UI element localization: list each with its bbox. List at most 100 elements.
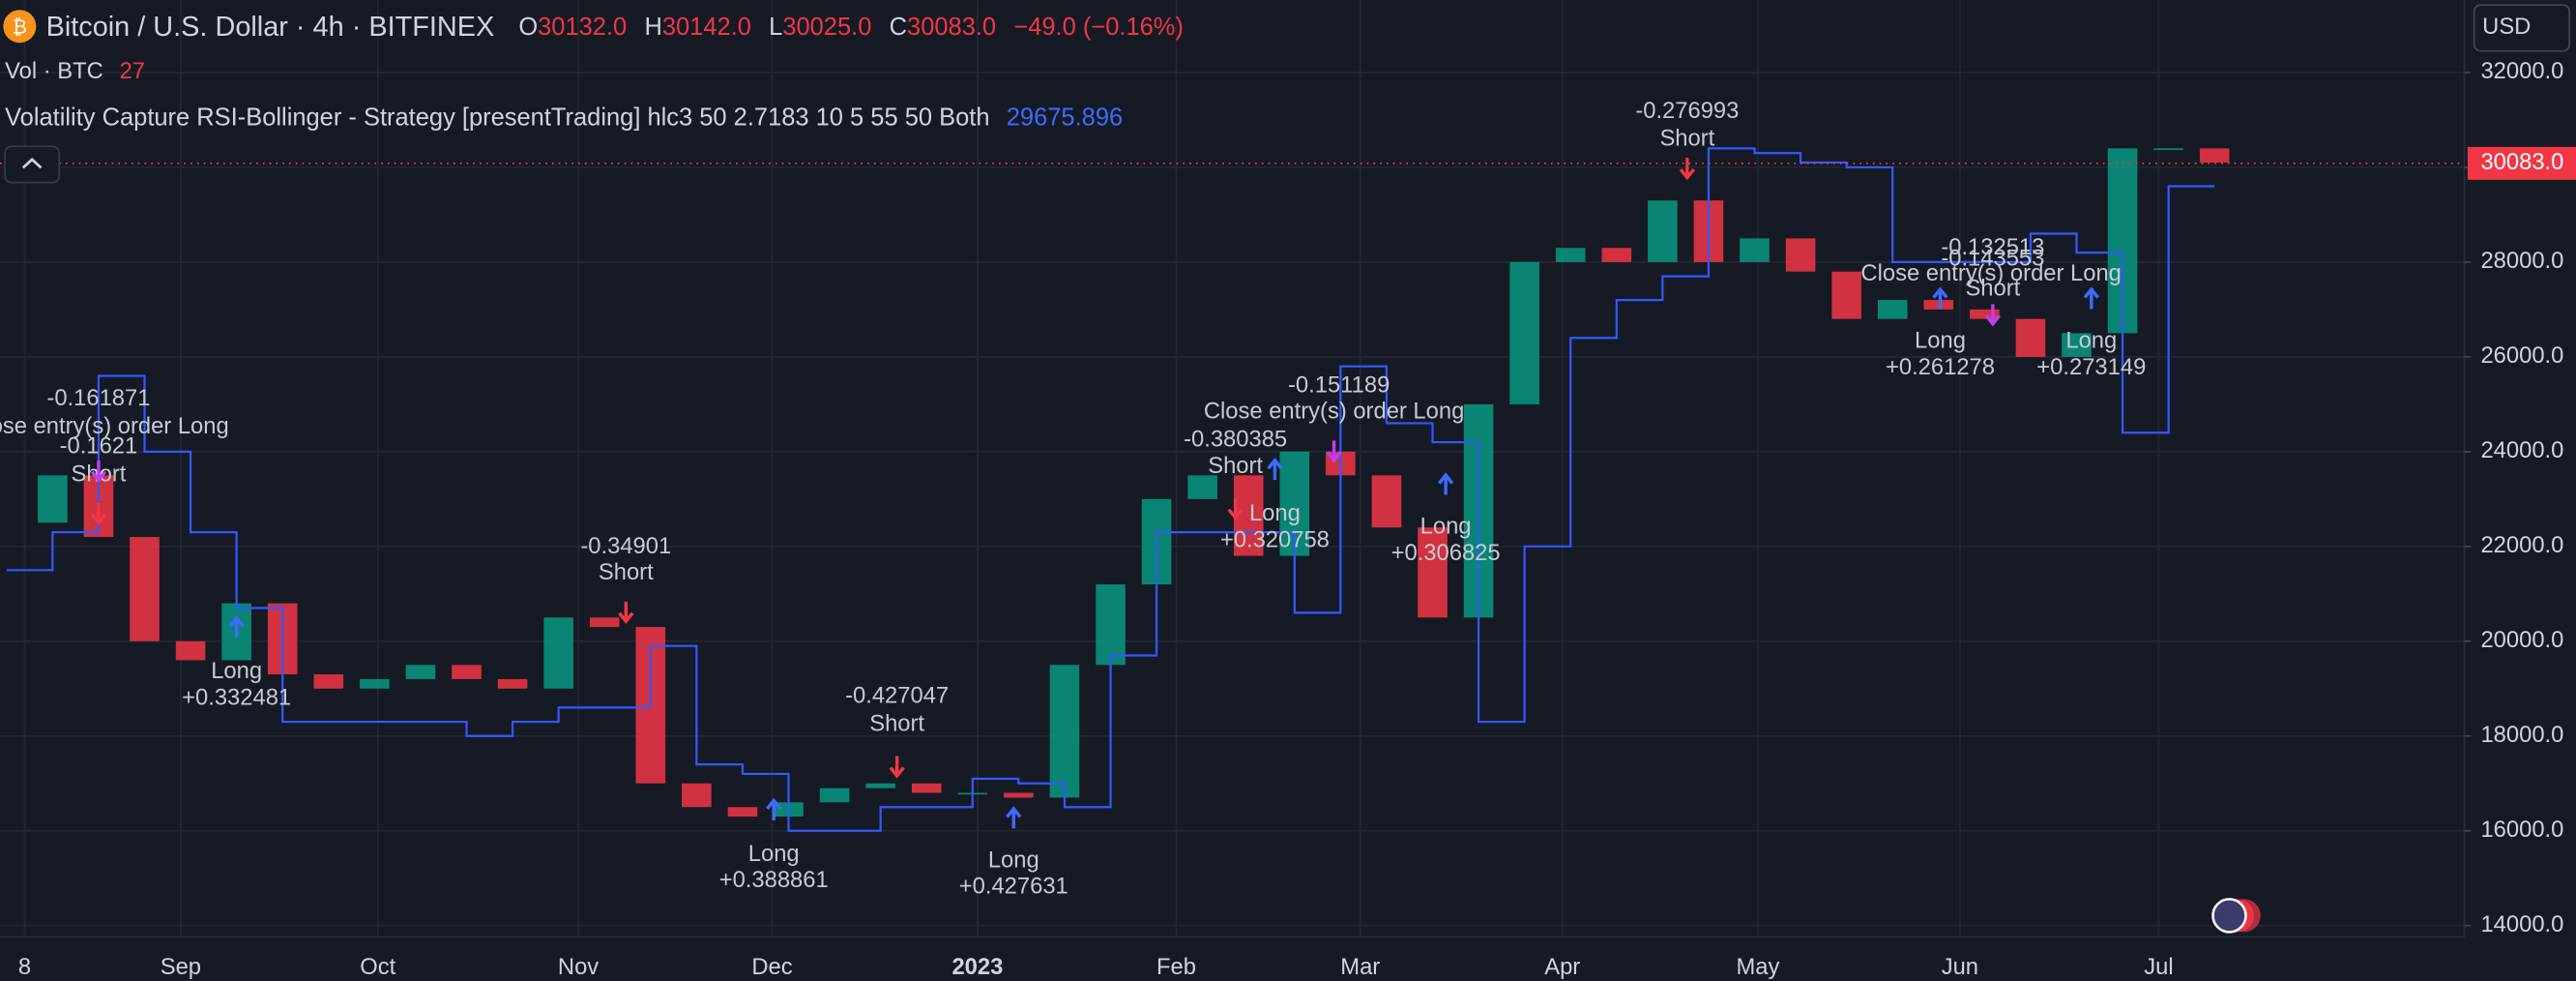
trade-label: +0.273149 bbox=[2036, 354, 2146, 380]
candle bbox=[1371, 475, 1402, 528]
y-tick-label: 24000.0 bbox=[2480, 437, 2563, 463]
ohlc-name: C bbox=[890, 14, 907, 41]
x-tick-label: Jul bbox=[2144, 954, 2173, 980]
candle bbox=[38, 475, 68, 523]
collapse-icon bbox=[21, 157, 43, 169]
trade-label: Short bbox=[599, 559, 654, 585]
candle bbox=[497, 678, 528, 689]
y-tick-label: 22000.0 bbox=[2480, 532, 2563, 558]
last-price-box bbox=[2467, 146, 2576, 180]
trade-label: Short bbox=[1659, 126, 1714, 152]
trade-arrow bbox=[889, 756, 905, 779]
trade-arrow bbox=[1437, 472, 1454, 495]
symbol-title: Bitcoin / U.S. Dollar · 4h · BITFINEX bbox=[46, 12, 495, 43]
trade-label: Close entry(s) order Long bbox=[1860, 260, 2121, 286]
currency: USD bbox=[2482, 14, 2531, 40]
x-tick-label: 8 bbox=[18, 954, 31, 980]
x-tick-label: Apr bbox=[1544, 954, 1580, 980]
ohlc-value: 30083.0 bbox=[907, 14, 996, 41]
trade-arrow bbox=[1984, 304, 2001, 327]
trade-label: -0.34901 bbox=[580, 533, 671, 559]
trade-label: -0.143553 bbox=[1941, 246, 2044, 272]
trade-label: Long bbox=[748, 841, 800, 867]
candle bbox=[2062, 333, 2092, 357]
strategy-line bbox=[6, 147, 2215, 832]
trade-label: -0.276993 bbox=[1635, 98, 1739, 124]
candle bbox=[360, 678, 390, 689]
currency-button[interactable] bbox=[2473, 4, 2571, 52]
trade-arrow bbox=[618, 601, 634, 624]
y-tick-label: 16000.0 bbox=[2480, 817, 2563, 843]
last-price-label: 30083.0 bbox=[2480, 149, 2563, 175]
ohlc-value: 30132.0 bbox=[538, 14, 627, 41]
candle bbox=[130, 537, 160, 641]
y-tick-label: 20000.0 bbox=[2480, 627, 2563, 653]
volume-legend: Vol · BTC 27 bbox=[5, 58, 145, 84]
x-tick-label: Oct bbox=[360, 954, 395, 980]
candle bbox=[175, 640, 206, 661]
legend-line: Bitcoin / U.S. Dollar · 4h · BITFINEX O3… bbox=[46, 12, 1184, 43]
trade-label: Close entry(s) order Long bbox=[1204, 399, 1464, 425]
trade-label: -0.380385 bbox=[1184, 427, 1287, 453]
candle bbox=[313, 674, 344, 689]
trade-label: Short bbox=[869, 711, 924, 737]
indicator-legend: Volatility Capture RSI-Bollinger - Strat… bbox=[5, 104, 1123, 131]
trade-label: Long bbox=[1249, 500, 1301, 526]
candle bbox=[2199, 148, 2230, 164]
candle bbox=[2015, 318, 2046, 357]
candle bbox=[1648, 200, 1678, 262]
trade-label: -0.161871 bbox=[46, 385, 150, 411]
candle bbox=[1049, 665, 1080, 798]
trade-arrow bbox=[2083, 286, 2099, 310]
trade-arrow bbox=[1932, 286, 1948, 310]
y-tick-label: 28000.0 bbox=[2480, 248, 2563, 274]
candle bbox=[682, 783, 712, 808]
x-tick-label: Dec bbox=[751, 954, 792, 980]
candle bbox=[1509, 261, 1539, 404]
candle bbox=[452, 665, 482, 679]
candle bbox=[1831, 271, 1861, 319]
event-icon[interactable] bbox=[2211, 898, 2247, 934]
trade-arrow bbox=[1326, 440, 1342, 463]
candle bbox=[2153, 148, 2183, 151]
ohlc-name: O bbox=[518, 14, 538, 41]
candle bbox=[1740, 238, 1770, 262]
trade-label: Long bbox=[1420, 514, 1472, 540]
collapse-button[interactable] bbox=[4, 145, 61, 184]
grid bbox=[0, 0, 2465, 937]
x-tick-label: 2023 bbox=[951, 954, 1003, 980]
y-tick-label: 32000.0 bbox=[2480, 58, 2563, 84]
trade-arrow bbox=[228, 615, 245, 639]
trade-label: -0.1621 bbox=[60, 432, 138, 459]
indicator-value: 29675.896 bbox=[1007, 104, 1123, 131]
coin-symbol: ₿ bbox=[13, 16, 27, 38]
x-tick-label: Jun bbox=[1942, 954, 1978, 980]
y-tick-label: 14000.0 bbox=[2480, 911, 2563, 937]
candle bbox=[405, 665, 436, 679]
x-tick-label: Nov bbox=[558, 954, 599, 980]
volume-value: 27 bbox=[120, 58, 145, 84]
trade-label: Long bbox=[1915, 328, 1966, 354]
trade-arrow bbox=[1006, 806, 1022, 829]
annotations: -0.161871Close entry(s) order Long-0.162… bbox=[0, 98, 2146, 900]
candle bbox=[727, 807, 758, 818]
trade-label: +0.261278 bbox=[1886, 354, 1995, 380]
trade-arrow bbox=[1679, 158, 1695, 181]
trade-label: +0.427631 bbox=[959, 874, 1068, 900]
trade-arrow bbox=[1227, 497, 1244, 520]
x-tick-label: Mar bbox=[1340, 954, 1380, 980]
candle bbox=[589, 617, 620, 628]
ohlc-value: 30142.0 bbox=[662, 14, 751, 41]
trade-arrow bbox=[90, 502, 107, 526]
candle bbox=[1785, 238, 1816, 272]
indicator-label: Volatility Capture RSI-Bollinger - Strat… bbox=[5, 104, 989, 131]
trade-arrow bbox=[90, 460, 107, 483]
trade-label: Short bbox=[1208, 453, 1263, 479]
x-tick-label: Sep bbox=[161, 954, 201, 980]
candle bbox=[1187, 475, 1217, 499]
trade-label: +0.306825 bbox=[1391, 540, 1501, 566]
trade-label: Long bbox=[211, 658, 262, 684]
trade-label: Close entry(s) order Long bbox=[0, 413, 229, 439]
trade-arrow bbox=[1267, 458, 1283, 481]
